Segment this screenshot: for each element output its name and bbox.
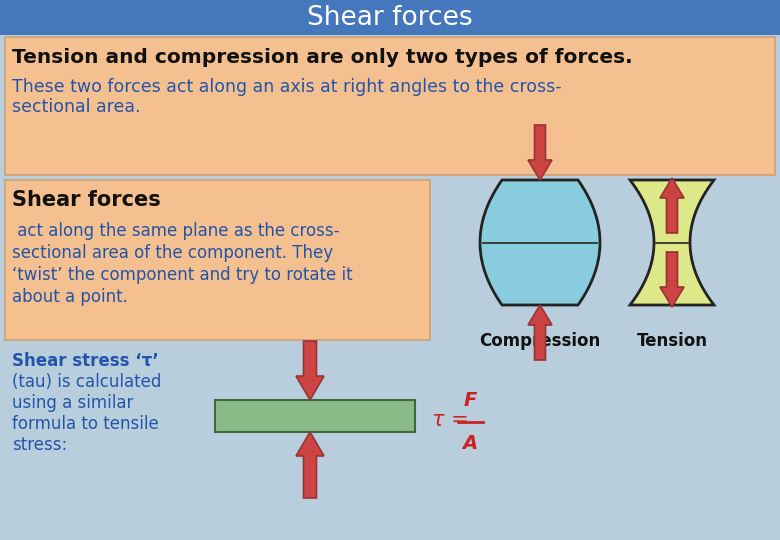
Polygon shape bbox=[528, 305, 552, 360]
Text: sectional area of the component. They: sectional area of the component. They bbox=[12, 244, 333, 262]
Polygon shape bbox=[660, 178, 684, 233]
Text: stress:: stress: bbox=[12, 436, 67, 454]
Text: F: F bbox=[463, 391, 477, 410]
Polygon shape bbox=[528, 125, 552, 180]
Polygon shape bbox=[296, 432, 324, 498]
Polygon shape bbox=[0, 0, 780, 35]
Polygon shape bbox=[5, 37, 775, 175]
Text: about a point.: about a point. bbox=[12, 288, 128, 306]
Text: act along the same plane as the cross-: act along the same plane as the cross- bbox=[12, 222, 339, 240]
Text: Shear forces: Shear forces bbox=[12, 190, 161, 210]
Text: ‘twist’ the component and try to rotate it: ‘twist’ the component and try to rotate … bbox=[12, 266, 353, 284]
Text: These two forces act along an axis at right angles to the cross-: These two forces act along an axis at ri… bbox=[12, 78, 562, 96]
Polygon shape bbox=[660, 252, 684, 307]
Text: Tension and compression are only two types of forces.: Tension and compression are only two typ… bbox=[12, 48, 633, 67]
Text: τ =: τ = bbox=[432, 410, 469, 430]
Polygon shape bbox=[215, 400, 415, 432]
Polygon shape bbox=[296, 341, 324, 400]
Text: formula to tensile: formula to tensile bbox=[12, 415, 159, 433]
Text: A: A bbox=[463, 434, 477, 453]
Text: Shear forces: Shear forces bbox=[307, 5, 473, 31]
Text: Shear stress ‘τ’: Shear stress ‘τ’ bbox=[12, 352, 159, 370]
Text: (tau) is calculated: (tau) is calculated bbox=[12, 373, 161, 391]
Polygon shape bbox=[480, 180, 600, 305]
Text: sectional area.: sectional area. bbox=[12, 98, 140, 116]
Text: Tension: Tension bbox=[636, 332, 707, 350]
Polygon shape bbox=[5, 180, 430, 340]
Text: Compression: Compression bbox=[480, 332, 601, 350]
Text: using a similar: using a similar bbox=[12, 394, 133, 412]
Polygon shape bbox=[630, 180, 714, 305]
